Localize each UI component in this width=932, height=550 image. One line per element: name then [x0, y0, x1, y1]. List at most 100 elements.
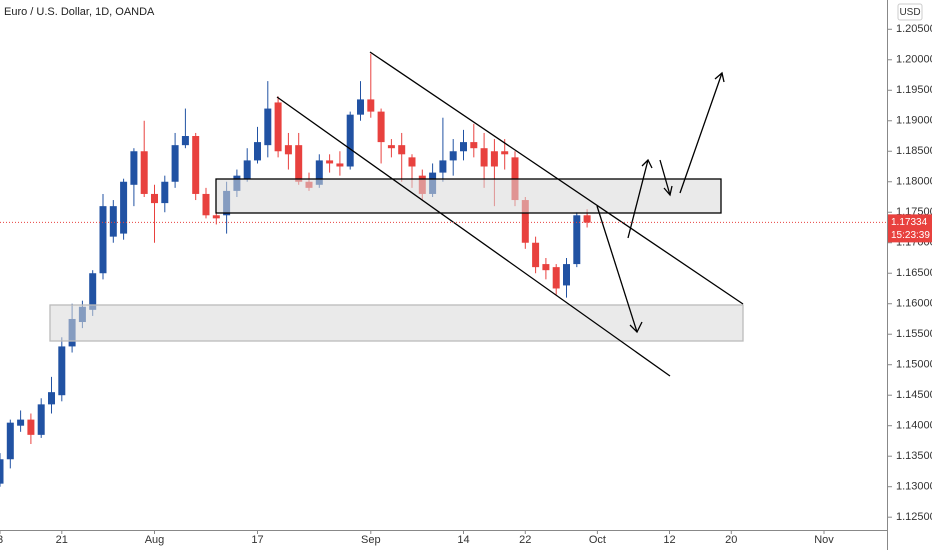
- y-tick-label: 1.13000: [896, 481, 932, 493]
- y-tick-label: 1.20000: [896, 54, 932, 66]
- x-tick-label: 22: [519, 534, 531, 546]
- y-tick-label: 1.16500: [896, 267, 932, 279]
- countdown-label: 15:23:39: [891, 230, 930, 241]
- candle-body: [460, 142, 467, 152]
- candle-body: [130, 151, 138, 185]
- candle-body: [6, 422, 14, 460]
- x-tick-label: Nov: [814, 534, 834, 546]
- candle-body: [254, 142, 261, 161]
- candle-body: [552, 267, 560, 289]
- candle-body: [367, 99, 375, 112]
- x-tick-label: 12: [663, 534, 675, 546]
- candle-body: [27, 419, 35, 435]
- arrow-head: [663, 185, 673, 197]
- candle-body: [563, 264, 570, 286]
- price-axis: [888, 0, 932, 550]
- candle-body: [120, 181, 128, 234]
- candle-body: [377, 111, 385, 143]
- support-zone: [49, 304, 744, 342]
- candle-body: [480, 148, 488, 167]
- y-tick-label: 1.15000: [896, 359, 932, 371]
- candle-body: [192, 136, 200, 194]
- candle-body: [58, 346, 66, 396]
- candle-body: [171, 145, 179, 182]
- x-tick-label: 14: [457, 534, 469, 546]
- x-tick-label: 20: [725, 534, 737, 546]
- candle-body: [470, 142, 478, 149]
- y-tick-label: 1.14500: [896, 389, 932, 401]
- candle-body: [151, 193, 158, 204]
- candle-body: [284, 145, 292, 155]
- trend-line: [369, 51, 744, 305]
- candle-body: [99, 206, 107, 274]
- candle-body: [109, 206, 117, 237]
- x-tick-label: 21: [56, 534, 68, 546]
- candle-body: [408, 157, 416, 167]
- candle-body: [181, 136, 189, 146]
- arrow: [659, 159, 671, 196]
- x-tick-label: Aug: [145, 534, 165, 546]
- x-tick-label: Sep: [361, 534, 381, 546]
- candle-body: [161, 181, 169, 204]
- x-tick-label: 3: [0, 534, 3, 546]
- y-tick-label: 1.19000: [896, 115, 932, 127]
- candle-body: [315, 160, 323, 185]
- candle-body: [326, 160, 334, 164]
- candle-body: [274, 102, 282, 152]
- candle-body: [583, 215, 591, 223]
- y-tick-label: 1.15500: [896, 328, 932, 340]
- arrow: [679, 72, 723, 194]
- candle-body: [17, 419, 25, 426]
- trend-line: [276, 96, 671, 377]
- candle-body: [0, 459, 4, 484]
- candle-body: [532, 242, 540, 268]
- candle-body: [48, 392, 55, 405]
- candle-body: [212, 215, 220, 219]
- y-tick-label: 1.18500: [896, 145, 932, 157]
- y-tick-label: 1.20500: [896, 23, 932, 35]
- candle-body: [387, 145, 395, 149]
- candle-body: [295, 145, 303, 182]
- candle-body: [501, 151, 509, 155]
- arrow-head: [629, 321, 643, 334]
- candle-body: [521, 200, 529, 243]
- candle-body: [89, 273, 97, 310]
- candle-body: [439, 160, 447, 173]
- candle-body: [243, 160, 251, 179]
- y-tick-label: 1.18000: [896, 176, 932, 188]
- candle-body: [264, 108, 272, 146]
- x-tick-label: 17: [251, 534, 263, 546]
- arrow: [596, 205, 638, 333]
- candle-body: [490, 151, 498, 167]
- chart-title: Euro / U.S. Dollar, 1D, OANDA: [4, 6, 155, 18]
- y-tick-label: 1.19500: [896, 84, 932, 96]
- candle-body: [398, 145, 406, 155]
- arrow: [627, 159, 649, 239]
- candle-body: [357, 99, 364, 115]
- candle-body: [449, 151, 457, 161]
- y-tick-label: 1.16000: [896, 298, 932, 310]
- currency-box[interactable]: [897, 3, 923, 21]
- resistance-zone: [215, 178, 722, 214]
- y-tick-label: 1.12500: [896, 511, 932, 523]
- candles: [0, 53, 591, 487]
- candle-body: [542, 264, 550, 271]
- currency: USD: [899, 7, 920, 18]
- x-tick-label: Oct: [589, 534, 606, 546]
- drawings: [49, 51, 744, 377]
- candle-body: [346, 114, 354, 167]
- candle-body: [573, 215, 581, 265]
- arrow-head: [714, 71, 725, 83]
- arrow-head: [641, 158, 653, 169]
- last-price-label: 1.17334: [891, 217, 928, 228]
- candle-body: [140, 151, 148, 194]
- y-tick-label: 1.13500: [896, 450, 932, 462]
- y-tick-label: 1.14000: [896, 420, 932, 432]
- candle-body: [37, 404, 45, 435]
- candle-body: [202, 193, 210, 216]
- candle-body: [336, 163, 344, 167]
- last-price-box: [888, 214, 932, 243]
